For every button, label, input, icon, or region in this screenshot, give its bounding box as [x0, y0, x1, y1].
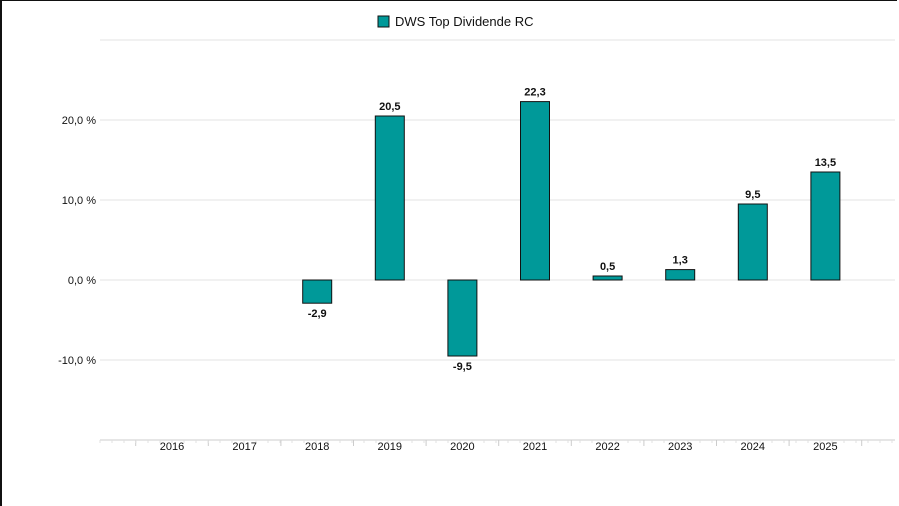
grid-lines [100, 39, 895, 361]
bar-2019 [374, 115, 405, 281]
legend-label: DWS Top Dividende RC [395, 14, 533, 29]
x-tick-label: 2022 [595, 441, 619, 453]
y-axis-ticks: 20,0 % 10,0 % 0,0 % -10,0 % [58, 115, 96, 367]
x-tick-label: 2020 [450, 441, 474, 453]
legend: DWS Top Dividende RC [377, 14, 533, 29]
x-tick-label: 2017 [232, 441, 256, 453]
bar-2020 [447, 279, 478, 357]
x-tick-label: 2021 [523, 441, 547, 453]
data-label-2022: 0,5 [600, 261, 615, 273]
x-tick-label: 2025 [813, 441, 837, 453]
bars [302, 101, 841, 357]
y-tick-label: -10,0 % [58, 355, 96, 367]
bar-2022 [592, 275, 623, 281]
y-tick-label: 20,0 % [62, 115, 96, 127]
bar-2025 [810, 171, 841, 281]
x-tick-label: 2016 [160, 441, 184, 453]
data-label-2018: -2,9 [308, 308, 327, 320]
bar-2024 [737, 203, 768, 281]
x-axis: 2016 2017 2018 2019 2020 2021 2022 2023 2024 2025 [99, 439, 895, 453]
data-label-2019: 20,5 [379, 101, 400, 113]
x-tick-label: 2019 [378, 441, 402, 453]
x-tick-label: 2023 [668, 441, 692, 453]
y-tick-label: 10,0 % [62, 195, 96, 207]
legend-swatch [377, 15, 390, 28]
data-label-2023: 1,3 [673, 255, 688, 267]
x-tick-label: 2024 [741, 441, 765, 453]
data-label-2025: 13,5 [815, 157, 836, 169]
y-tick-label: 0,0 % [68, 275, 96, 287]
x-tick-label: 2018 [305, 441, 329, 453]
data-label-2020: -9,5 [453, 361, 472, 373]
data-label-2021: 22,3 [524, 87, 545, 99]
data-label-2024: 9,5 [745, 189, 760, 201]
bar-2021 [520, 101, 550, 281]
data-labels: -2,9 20,5 -9,5 22,3 0,5 1,3 9,5 13,5 [308, 87, 836, 373]
bar-2023 [665, 269, 696, 281]
bar-2018 [302, 279, 333, 304]
